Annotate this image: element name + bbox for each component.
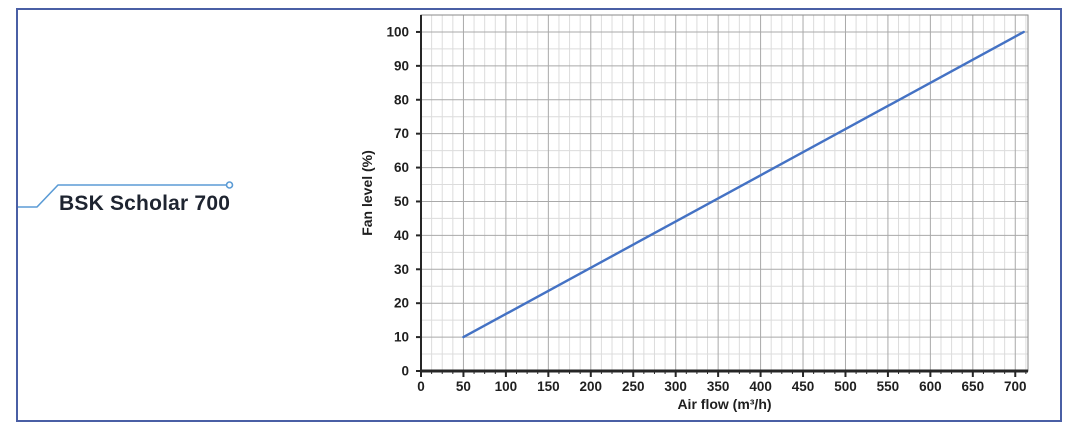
y-tick-label: 0 — [401, 364, 409, 379]
x-tick-label: 0 — [417, 379, 425, 394]
x-tick-label: 650 — [962, 379, 985, 394]
y-tick-label: 80 — [394, 92, 409, 107]
x-tick-label: 100 — [495, 379, 518, 394]
product-title: BSK Scholar 700 — [59, 192, 231, 215]
x-tick-label: 450 — [792, 379, 815, 394]
y-tick-label: 40 — [394, 228, 409, 243]
x-tick-label: 50 — [456, 379, 471, 394]
y-tick-label: 50 — [394, 194, 409, 209]
x-tick-label: 350 — [707, 379, 730, 394]
y-tick-label: 100 — [386, 24, 409, 39]
chart-major-gridlines — [421, 15, 1028, 371]
x-tick-label: 550 — [877, 379, 900, 394]
x-tick-label: 300 — [664, 379, 687, 394]
y-tick-label: 70 — [394, 126, 409, 141]
chart-axis-titles: Air flow (m³/h) Fan level (%) — [359, 150, 772, 412]
x-tick-label: 250 — [622, 379, 645, 394]
y-tick-label: 90 — [394, 58, 409, 73]
x-axis-title: Air flow (m³/h) — [677, 396, 771, 412]
x-tick-label: 200 — [580, 379, 603, 394]
data-line-fan-curve — [462, 30, 1025, 339]
chart-series — [462, 30, 1025, 339]
y-tick-label: 10 — [394, 330, 409, 345]
chart-axes — [420, 15, 1028, 373]
x-tick-label: 400 — [749, 379, 772, 394]
x-tick-label: 500 — [834, 379, 857, 394]
y-tick-label: 20 — [394, 296, 409, 311]
y-tick-label: 60 — [394, 160, 409, 175]
chart-plot-border — [420, 14, 1029, 372]
x-tick-label: 150 — [537, 379, 560, 394]
chart-minor-gridlines — [421, 15, 1028, 371]
chart-tick-labels: 0 50 100 150 200 250 300 350 400 450 500 550 600 650 7… — [386, 24, 1026, 394]
chart-tick-marks — [416, 30, 1027, 377]
y-axis-title: Fan level (%) — [359, 150, 375, 236]
x-tick-label: 600 — [919, 379, 942, 394]
x-tick-label: 700 — [1004, 379, 1027, 394]
y-tick-label: 30 — [394, 262, 409, 277]
